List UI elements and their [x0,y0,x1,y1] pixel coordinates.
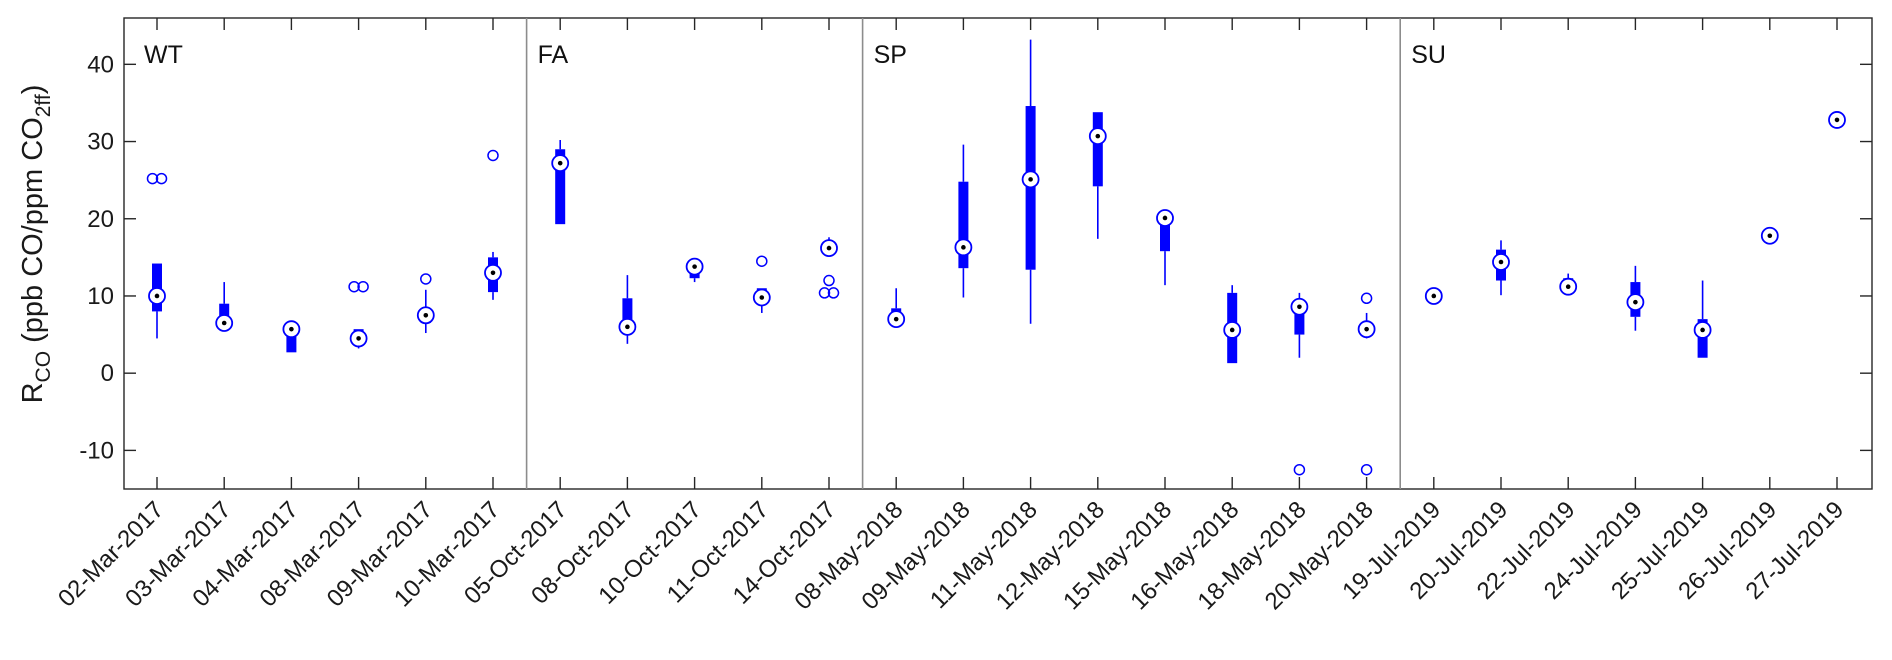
box-outlier [827,287,840,299]
box-median-dot [490,270,496,276]
box-group [1559,273,1578,296]
box-group [1357,292,1376,476]
box-group [1760,226,1779,245]
box-group [348,280,369,349]
y-tick-label: 40 [87,51,114,78]
box-iqr [1160,217,1170,252]
season-label: FA [538,41,569,69]
box-outlier [1360,463,1373,476]
y-tick-label: 0 [101,360,114,387]
box-group [1626,265,1645,331]
box-iqr [1294,299,1305,335]
box-median-dot [1229,327,1235,333]
box-iqr [286,329,297,353]
y-axis-label-units-subscript: 2ff [32,94,55,117]
box-group [954,144,973,298]
box-group [1290,292,1309,476]
box-median-dot [1162,215,1168,221]
box-group [818,237,840,299]
box-median-dot [289,326,294,332]
box-outlier [1360,292,1373,305]
box-group [1492,240,1510,296]
y-tick-label: 10 [87,283,114,310]
box-median-dot [625,324,630,330]
box-outlier [420,273,432,285]
y-axis-label-subscript: CO [32,351,55,383]
box-group [1088,112,1107,239]
y-axis-label-units: (ppb CO/ppm CO [17,117,49,351]
box-median-dot [221,320,227,326]
season-label: WT [144,41,183,69]
box-median-dot [1834,117,1840,123]
box-outlier [818,287,831,299]
box-median-dot [961,245,966,250]
box-median-dot [1767,233,1773,239]
box-group [752,255,771,313]
box-group [282,320,301,353]
box-group [1021,39,1040,324]
box-iqr [622,298,633,334]
box-median-dot [759,295,765,300]
box-group [146,172,168,339]
box-group [685,257,704,283]
box-median-dot [692,264,697,269]
box-median-dot [1498,259,1504,265]
box-group [551,139,570,225]
box-iqr [958,181,969,269]
box-median-dot [1297,304,1302,310]
y-tick-label: 20 [87,206,114,233]
box-median-dot [356,336,361,341]
season-label: SU [1411,41,1446,69]
box-group [1223,285,1242,364]
box-iqr [555,149,566,225]
box-iqr [1092,112,1103,187]
box-median-dot [893,316,899,322]
box-median-dot [1431,293,1437,299]
box-outlier [155,172,168,185]
box-group [1693,280,1712,358]
box-median-dot [1565,284,1571,290]
box-group [618,275,637,344]
box-outlier [357,280,369,293]
y-axis-label: RCO (ppb CO/ppm CO2ff) [17,85,55,404]
season-label: SP [874,41,907,69]
box-group [1828,111,1846,129]
box-group [215,282,234,332]
box-outlier [487,149,499,162]
y-axis-label-close: ) [17,85,49,95]
box-median-dot [1028,177,1033,182]
box-median-dot [1700,327,1705,333]
box-median-dot [826,245,832,251]
box-outlier [146,172,159,185]
plot-frame [123,17,1873,490]
box-median-dot [1095,133,1101,139]
box-group [416,273,435,334]
box-group [484,149,502,300]
box-median-dot [154,293,160,299]
y-axis-label-main: R [17,382,49,403]
box-median-dot [557,160,563,166]
box-group [1156,209,1174,286]
box-median-dot [1364,326,1369,332]
box-group [887,288,906,329]
box-outlier [348,280,360,293]
box-median-dot [423,312,429,318]
box-median-dot [1633,299,1638,305]
box-outlier [823,274,835,287]
box-outlier [1293,463,1306,476]
y-tick-label: 30 [87,129,114,156]
box-group [1424,287,1443,305]
box-outlier [756,255,768,267]
box-iqr [219,303,230,323]
y-tick-label: -10 [79,437,114,464]
